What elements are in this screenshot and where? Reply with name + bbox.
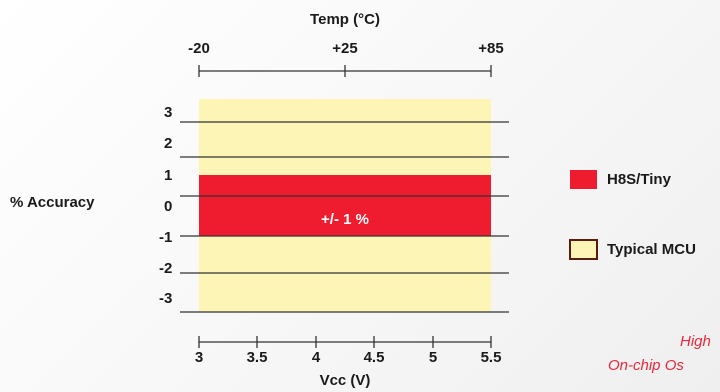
temp-tick-label: +25 bbox=[332, 40, 358, 57]
y-tick-label: 0 bbox=[164, 198, 173, 215]
vcc-tick-label: 3.5 bbox=[246, 349, 268, 366]
legend-label-h8s: H8S/Tiny bbox=[607, 171, 671, 188]
y-tick-label: -3 bbox=[159, 290, 173, 307]
callout-line-2: On-chip Os bbox=[608, 357, 684, 374]
y-axis-title: % Accuracy bbox=[10, 194, 95, 211]
y-tick-label: 2 bbox=[164, 135, 173, 152]
vcc-tick-label: 5 bbox=[428, 349, 438, 366]
callout-line-1: High bbox=[680, 333, 711, 350]
legend-label-typical: Typical MCU bbox=[607, 241, 696, 258]
y-tick-label: 1 bbox=[164, 167, 173, 184]
h8s-band bbox=[199, 175, 491, 236]
legend-swatch-typical bbox=[569, 239, 598, 260]
temp-tick-label: +85 bbox=[478, 40, 504, 57]
h8s-band-label: +/- 1 % bbox=[321, 211, 369, 228]
temp-tick-label: -20 bbox=[188, 40, 210, 57]
vcc-tick-label: 3 bbox=[194, 349, 204, 366]
vcc-axis-title: Vcc (V) bbox=[319, 372, 371, 389]
vcc-tick-label: 4.5 bbox=[363, 349, 385, 366]
y-tick-label: -2 bbox=[159, 260, 173, 277]
y-tick-label: 3 bbox=[164, 104, 173, 121]
temp-axis-title: Temp (°C) bbox=[310, 11, 380, 28]
y-tick-label: -1 bbox=[159, 229, 173, 246]
legend-swatch-h8s bbox=[570, 170, 597, 189]
vcc-tick-label: 5.5 bbox=[480, 349, 502, 366]
vcc-tick-label: 4 bbox=[311, 349, 321, 366]
